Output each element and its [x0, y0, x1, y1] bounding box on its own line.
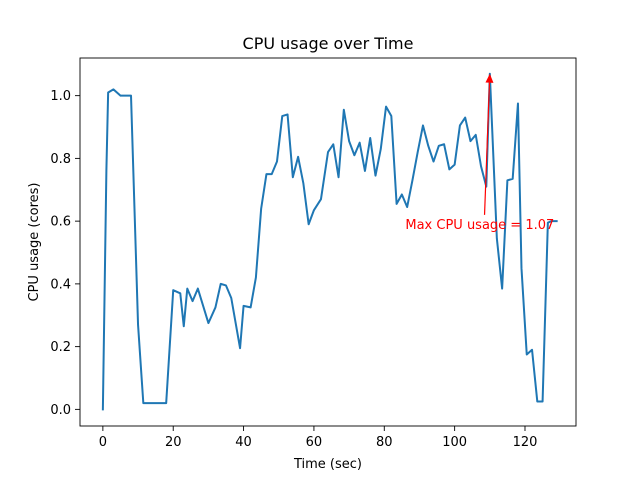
- annotation-layer: Max CPU usage = 1.07: [405, 73, 554, 233]
- y-tick-label: 0.8: [50, 152, 71, 167]
- y-tick-label: 0.4: [50, 277, 71, 292]
- x-axis: 0 20 40 60 80 100 120: [99, 426, 538, 450]
- y-tick-label: 0.2: [50, 340, 71, 355]
- x-tick-label: 60: [306, 435, 323, 450]
- annotation-arrow-head: [485, 73, 494, 83]
- annotation-label: Max CPU usage = 1.07: [405, 218, 554, 233]
- x-tick-label: 0: [99, 435, 107, 450]
- y-tick-label: 0.6: [50, 215, 71, 230]
- y-axis: 0.0 0.2 0.4 0.6 0.8 1.0: [50, 89, 80, 418]
- x-tick-label: 100: [442, 435, 467, 450]
- y-tick-label: 1.0: [50, 89, 71, 104]
- x-axis-label: Time (sec): [293, 457, 362, 472]
- x-tick-label: 40: [235, 435, 252, 450]
- x-tick-label: 80: [376, 435, 393, 450]
- plot-area: [80, 58, 576, 426]
- annotation-arrow-line: [483, 82, 491, 215]
- chart-title: CPU usage over Time: [243, 34, 414, 53]
- y-axis-label: CPU usage (cores): [27, 183, 42, 302]
- plot-frame: [79, 57, 577, 427]
- x-tick-label: 120: [513, 435, 538, 450]
- y-tick-label: 0.0: [50, 403, 71, 418]
- x-tick-label: 20: [165, 435, 182, 450]
